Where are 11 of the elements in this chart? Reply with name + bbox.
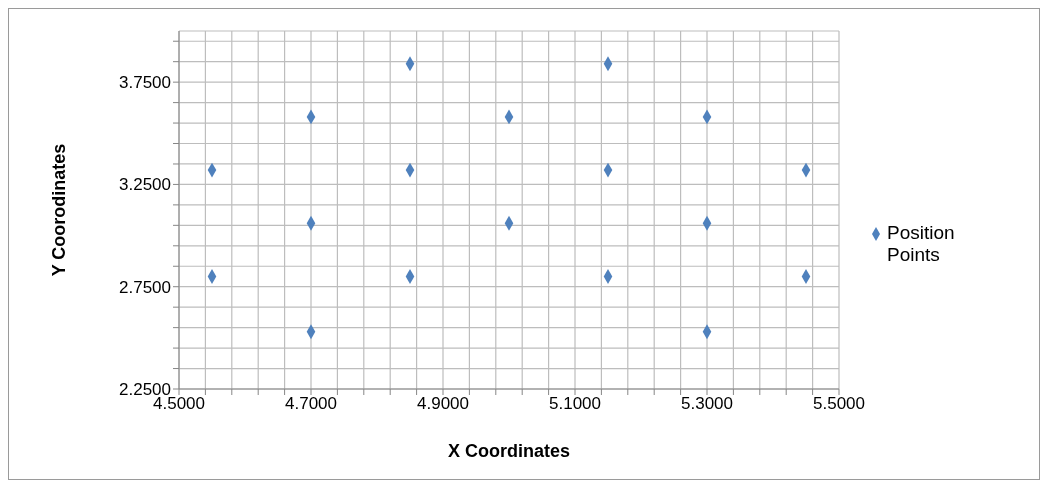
x-tick-label: 4.9000 xyxy=(417,394,469,414)
y-tick-label: 3.7500 xyxy=(119,73,171,93)
y-axis-title: Y Coorodinates xyxy=(49,143,70,277)
y-tick-label: 3.2500 xyxy=(119,175,171,195)
x-tick-label: 4.7000 xyxy=(285,394,337,414)
x-tick-label: 5.5000 xyxy=(813,394,865,414)
x-tick-label: 5.3000 xyxy=(681,394,733,414)
x-axis-title: X Coordinates xyxy=(447,441,571,461)
y-tick-label: 2.7500 xyxy=(119,277,171,297)
legend-label: Position Points xyxy=(887,222,956,266)
x-tick-label: 5.1000 xyxy=(549,394,601,414)
